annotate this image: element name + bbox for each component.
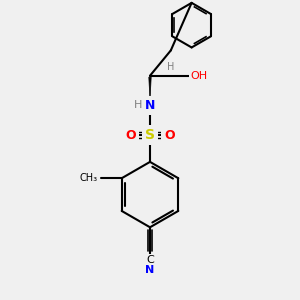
Text: H: H bbox=[167, 62, 175, 72]
Text: S: S bbox=[145, 128, 155, 142]
Text: O: O bbox=[125, 129, 136, 142]
Text: N: N bbox=[146, 266, 154, 275]
Text: C: C bbox=[146, 255, 154, 265]
Text: H: H bbox=[134, 100, 142, 110]
Text: N: N bbox=[145, 99, 155, 112]
Text: CH₃: CH₃ bbox=[80, 173, 98, 183]
Polygon shape bbox=[149, 77, 151, 101]
Text: OH: OH bbox=[190, 71, 207, 81]
Text: O: O bbox=[164, 129, 175, 142]
